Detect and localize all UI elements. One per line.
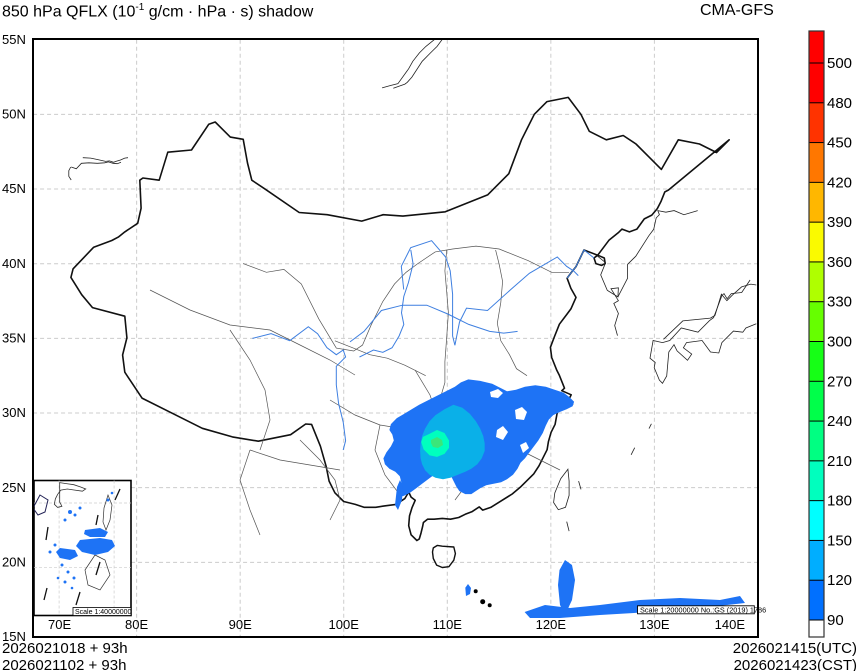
svg-text:500: 500 [827,55,852,72]
svg-text:40N: 40N [2,256,26,271]
svg-text:330: 330 [827,294,852,311]
svg-text:120E: 120E [536,617,567,632]
svg-text:100E: 100E [329,617,360,632]
svg-text:140E: 140E [715,617,746,632]
svg-text:25N: 25N [2,480,26,495]
svg-text:Scale 1:40000000: Scale 1:40000000 [75,609,132,616]
svg-text:240: 240 [827,413,852,430]
svg-text:90: 90 [827,612,844,629]
svg-text:210: 210 [827,453,852,470]
svg-text:150: 150 [827,532,852,549]
svg-text:180: 180 [827,493,852,510]
svg-text:270: 270 [827,373,852,390]
svg-text:20N: 20N [2,555,26,570]
svg-text:30N: 30N [2,405,26,420]
svg-text:80E: 80E [125,617,148,632]
svg-text:70E: 70E [48,617,71,632]
svg-text:130E: 130E [639,617,670,632]
svg-text:390: 390 [827,214,852,231]
svg-text:55N: 55N [2,32,26,47]
svg-text:300: 300 [827,334,852,351]
svg-text:360: 360 [827,254,852,271]
svg-text:120: 120 [827,572,852,589]
svg-text:Scale 1:20000000 No.:GS (2019): Scale 1:20000000 No.:GS (2019) 1786 [640,605,766,614]
svg-text:90E: 90E [229,617,252,632]
svg-text:50N: 50N [2,107,26,122]
svg-text:110E: 110E [433,617,463,632]
svg-text:35N: 35N [2,331,26,346]
svg-text:420: 420 [827,174,852,191]
svg-text:480: 480 [827,95,852,112]
svg-text:450: 450 [827,135,852,152]
svg-text:45N: 45N [2,181,26,196]
